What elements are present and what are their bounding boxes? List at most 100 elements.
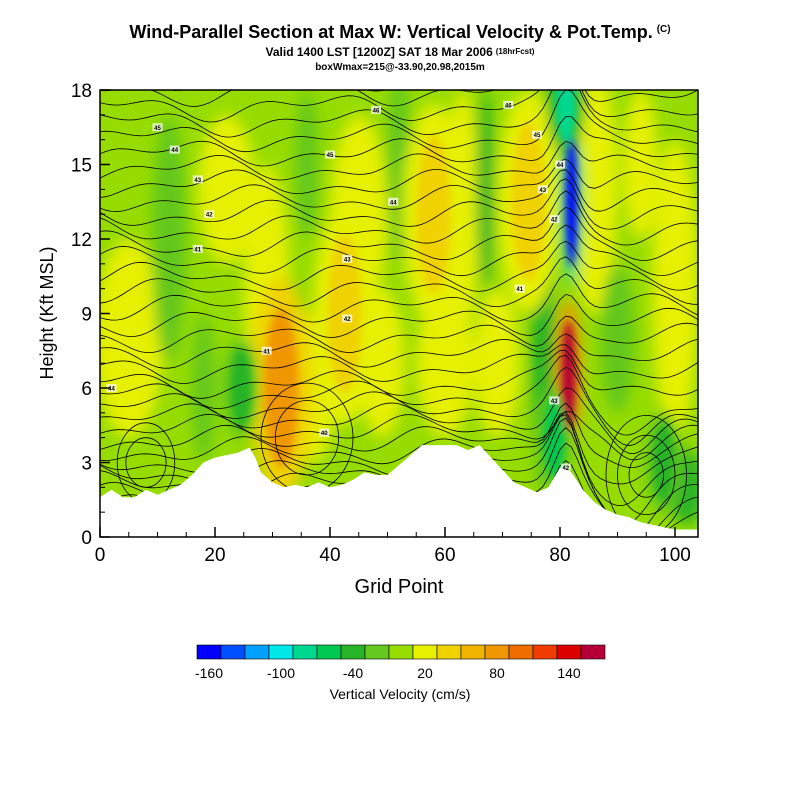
isentrope-line xyxy=(100,410,698,461)
colorbar-tick-label: -100 xyxy=(267,665,295,681)
updraft-core xyxy=(511,122,546,282)
isentrope-line xyxy=(100,273,698,323)
isentrope-label-text: 44 xyxy=(171,148,178,154)
colorbar-swatch xyxy=(316,644,342,660)
y-tick-label: 3 xyxy=(81,454,92,475)
isentrope-label-bg xyxy=(537,185,548,194)
colorbar-swatch xyxy=(340,644,366,660)
colorbar-swatch xyxy=(196,644,222,660)
downdraft-core xyxy=(555,90,577,143)
isentrope-label-bg xyxy=(549,215,560,224)
isentrope-line xyxy=(100,115,698,167)
isentrope-line xyxy=(100,293,698,338)
x-tick-label: 40 xyxy=(319,545,340,566)
colorbar-tick-label: -160 xyxy=(195,665,223,681)
isentrope-label: 42 xyxy=(342,314,353,323)
valid-time: Valid 1400 LST [1200Z] SAT 18 Mar 2006 xyxy=(265,45,493,59)
isentrope-line xyxy=(100,178,698,230)
colorbar-swatch xyxy=(292,644,318,660)
isentrope-label-bg xyxy=(169,145,180,154)
isentrope-label-bg xyxy=(152,123,163,132)
colorbar-swatch xyxy=(220,644,246,660)
x-tick-label: 0 xyxy=(95,545,106,566)
updraft-core xyxy=(263,308,299,468)
isentrope-labels: 45 44 43 42 41 44 46 45 44 43 42 41 40 46 45 44 43 42 41 43… xyxy=(106,100,571,472)
isentrope-label: 43 xyxy=(342,254,353,263)
isentrope-label-bg xyxy=(192,175,203,184)
x-tick-label: 100 xyxy=(659,545,691,566)
isentrope-label-bg xyxy=(388,197,399,206)
y-axis-label: Height (Kft MSL) xyxy=(37,246,57,379)
y-tick-label: 0 xyxy=(81,528,92,549)
isentrope-line xyxy=(100,387,698,454)
isentrope-label-text: 42 xyxy=(551,218,558,224)
isentrope-label: 41 xyxy=(261,346,272,355)
isentrope-label-bg xyxy=(560,463,571,472)
isentrope-label-text: 44 xyxy=(390,200,397,206)
isentrope-label-bg xyxy=(106,384,117,392)
isentrope-label: 42 xyxy=(560,463,571,472)
box-info: boxWmax=215@-33.90,20.98,2015m xyxy=(315,62,485,73)
isentrope-closed xyxy=(274,400,340,476)
isentrope-label-text: 41 xyxy=(194,247,201,253)
isentrope-label-bg xyxy=(342,254,353,263)
isentrope-label: 43 xyxy=(537,185,548,194)
updraft-core xyxy=(561,321,576,431)
isentrope-label: 41 xyxy=(192,244,203,253)
y-tick-label: 12 xyxy=(71,230,92,251)
isentrope-label: 45 xyxy=(325,150,335,159)
field-band xyxy=(151,115,187,363)
isentrope-label-text: 45 xyxy=(534,133,541,139)
isentrope-line xyxy=(100,90,698,138)
isentrope-label: 44 xyxy=(106,384,117,393)
field-band xyxy=(192,313,215,463)
colorbar-tick-label: -40 xyxy=(343,665,363,681)
y-tick-label: 18 xyxy=(71,81,92,102)
chart-title-text: Wind-Parallel Section at Max W: Vertical… xyxy=(129,22,653,42)
isentrope-line xyxy=(100,140,698,181)
field-band xyxy=(295,90,319,239)
isentrope-label-text: 42 xyxy=(344,317,351,323)
isentrope-label-text: 40 xyxy=(321,431,328,437)
downdraft-core xyxy=(230,348,252,428)
isentrope-label-bg xyxy=(532,130,542,139)
x-tick-label: 60 xyxy=(434,545,455,566)
isentrope-line xyxy=(100,169,698,213)
colorbar-swatch xyxy=(388,644,414,660)
isentrope-closed xyxy=(617,434,676,515)
isentrope-label-text: 46 xyxy=(373,108,380,114)
colorbar-swatch xyxy=(484,644,510,660)
colorbar-swatch xyxy=(508,644,534,660)
field-core-layer xyxy=(230,90,674,503)
isentrope-line xyxy=(100,333,698,369)
isentrope-label: 45 xyxy=(152,123,163,132)
colorbar: -160 -100 -40 20 80 140 xyxy=(195,644,606,681)
field-band xyxy=(476,90,494,289)
isentrope-label-bg xyxy=(261,346,272,355)
colorbar-swatch xyxy=(268,644,294,660)
isentrope-label-bg xyxy=(204,210,215,219)
chart-title: Wind-Parallel Section at Max W: Vertical… xyxy=(0,22,800,43)
isentrope-label-bg xyxy=(192,244,203,253)
isentrope-label: 46 xyxy=(371,105,381,114)
isentrope-line xyxy=(100,256,698,308)
y-tick-label: 15 xyxy=(71,156,92,177)
isentrope-label-bg xyxy=(503,100,514,109)
field-soft-layer xyxy=(100,90,698,525)
colorbar-swatch xyxy=(436,644,462,660)
colorbar-swatch xyxy=(364,644,390,660)
isentrope-label-bg xyxy=(514,284,525,293)
axes: 0 20 40 60 80 100 0 3 6 9 12 15 18 xyxy=(71,81,691,566)
isentrope-label-bg xyxy=(342,314,353,323)
terrain xyxy=(100,445,698,537)
colorbar-swatch xyxy=(580,644,606,660)
isentrope-line xyxy=(100,402,698,469)
isentrope-line xyxy=(100,344,698,384)
isentrope-label: 42 xyxy=(549,215,560,224)
isentrope-label-text: 43 xyxy=(551,399,558,405)
field-band xyxy=(623,90,658,239)
isentrope-closed xyxy=(125,437,167,488)
isentrope-label-bg xyxy=(371,105,381,114)
isentrope-label: 40 xyxy=(319,428,330,437)
